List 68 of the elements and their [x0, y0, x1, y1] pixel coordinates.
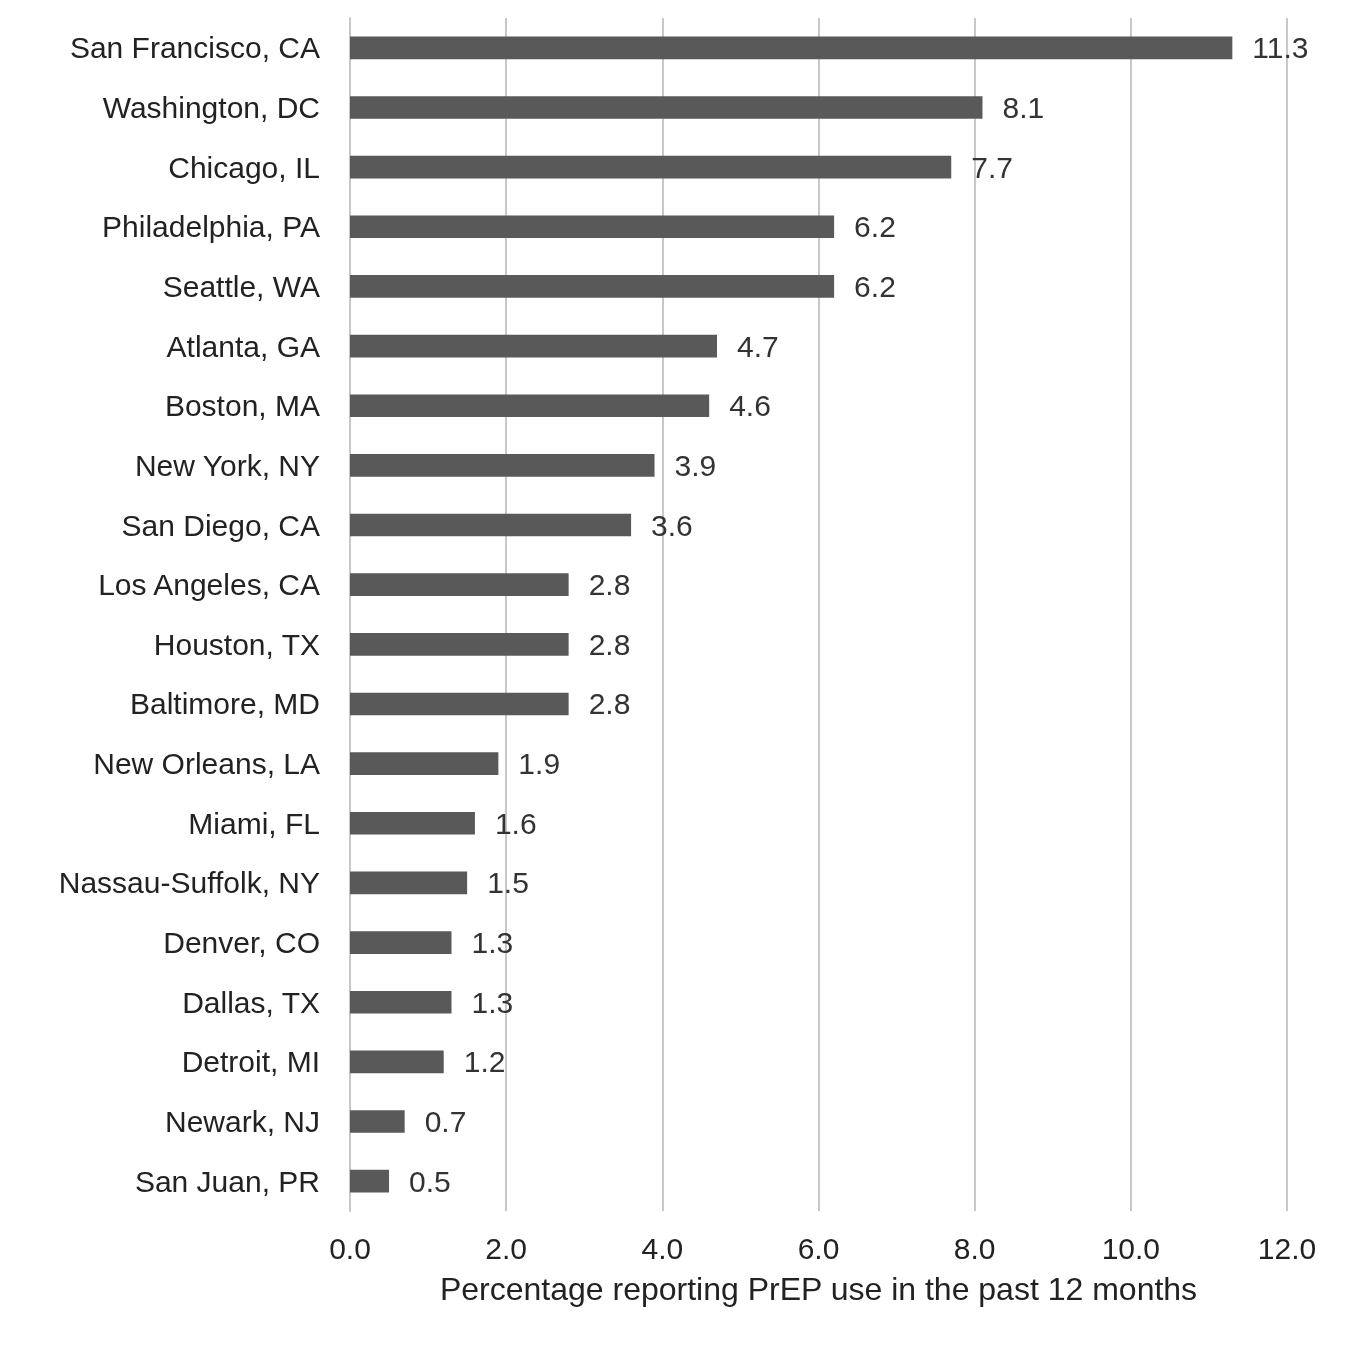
- y-tick-label: Detroit, MI: [181, 1045, 320, 1079]
- bar: [350, 36, 1233, 60]
- data-label: 11.3: [1252, 31, 1309, 65]
- data-label: 0.7: [424, 1105, 467, 1139]
- y-tick-label: Dallas, TX: [182, 985, 320, 1019]
- data-label: 1.2: [463, 1045, 506, 1079]
- y-tick-label: New York, NY: [134, 448, 320, 482]
- bar: [350, 931, 452, 954]
- y-tick-label: Miami, FL: [188, 806, 320, 840]
- y-tick-label: Newark, NJ: [164, 1105, 320, 1139]
- x-tick-label: 2.0: [485, 1231, 528, 1265]
- data-label: 0.5: [409, 1164, 451, 1198]
- data-label: 2.8: [588, 627, 631, 661]
- bar: [350, 692, 569, 716]
- bar: [350, 1169, 390, 1193]
- y-tick-label: Philadelphia, PA: [102, 210, 320, 244]
- y-tick-label: Boston, MA: [164, 389, 320, 423]
- data-label: 2.8: [588, 687, 631, 721]
- bar: [350, 990, 452, 1014]
- bar: [350, 334, 717, 358]
- data-label: 3.9: [674, 448, 717, 482]
- x-tick-label: 12.0: [1257, 1231, 1317, 1265]
- data-label: 1.9: [518, 747, 561, 781]
- x-axis-title: Percentage reporting PrEP use in the past 12 months: [439, 1271, 1198, 1307]
- data-label: 1.5: [487, 866, 529, 900]
- x-tick-label: 10.0: [1101, 1231, 1161, 1265]
- data-label: 8.1: [1002, 90, 1045, 124]
- y-tick-label: Los Angeles, CA: [98, 568, 320, 602]
- bar: [350, 96, 983, 119]
- x-tick-label: 4.0: [641, 1231, 684, 1265]
- y-tick-label: San Diego, CA: [121, 508, 320, 542]
- bar: [350, 454, 655, 477]
- y-tick-label: Houston, TX: [153, 627, 320, 661]
- y-tick-label: Nassau-Suffolk, NY: [58, 866, 320, 900]
- data-label: 6.2: [854, 210, 896, 244]
- data-label: 3.6: [651, 508, 693, 542]
- bar: [350, 215, 835, 239]
- x-tick-label: 8.0: [953, 1231, 996, 1265]
- y-tick-label: Seattle, WA: [162, 269, 320, 303]
- bar: [350, 871, 468, 895]
- bar: [350, 632, 569, 656]
- data-label: 6.2: [854, 269, 896, 303]
- bar: [350, 1050, 444, 1074]
- bar: [350, 275, 835, 298]
- data-label: 7.7: [971, 150, 1013, 184]
- y-tick-label: Denver, CO: [163, 926, 320, 960]
- data-label: 4.7: [736, 329, 779, 363]
- y-tick-label: Chicago, IL: [168, 150, 320, 184]
- bar: [350, 752, 499, 775]
- x-tick-label: 6.0: [797, 1231, 840, 1265]
- y-tick-label: Washington, DC: [102, 90, 320, 124]
- y-tick-label: Atlanta, GA: [166, 329, 320, 363]
- y-tick-label: New Orleans, LA: [93, 747, 320, 781]
- data-label: 4.6: [729, 389, 771, 423]
- x-tick-label: 0.0: [329, 1231, 371, 1265]
- data-label: 2.8: [588, 568, 631, 602]
- bar: [350, 394, 710, 418]
- y-tick-label: San Juan, PR: [134, 1164, 320, 1198]
- y-tick-label: Baltimore, MD: [129, 687, 320, 721]
- data-label: 1.3: [471, 985, 514, 1019]
- data-label: 1.3: [471, 926, 514, 960]
- bar: [350, 1110, 405, 1133]
- bar: [350, 155, 952, 179]
- bar: [350, 811, 475, 835]
- data-label: 1.6: [494, 806, 537, 840]
- y-tick-label: San Francisco, CA: [69, 31, 320, 65]
- bar: [350, 513, 632, 537]
- bar: [350, 573, 569, 597]
